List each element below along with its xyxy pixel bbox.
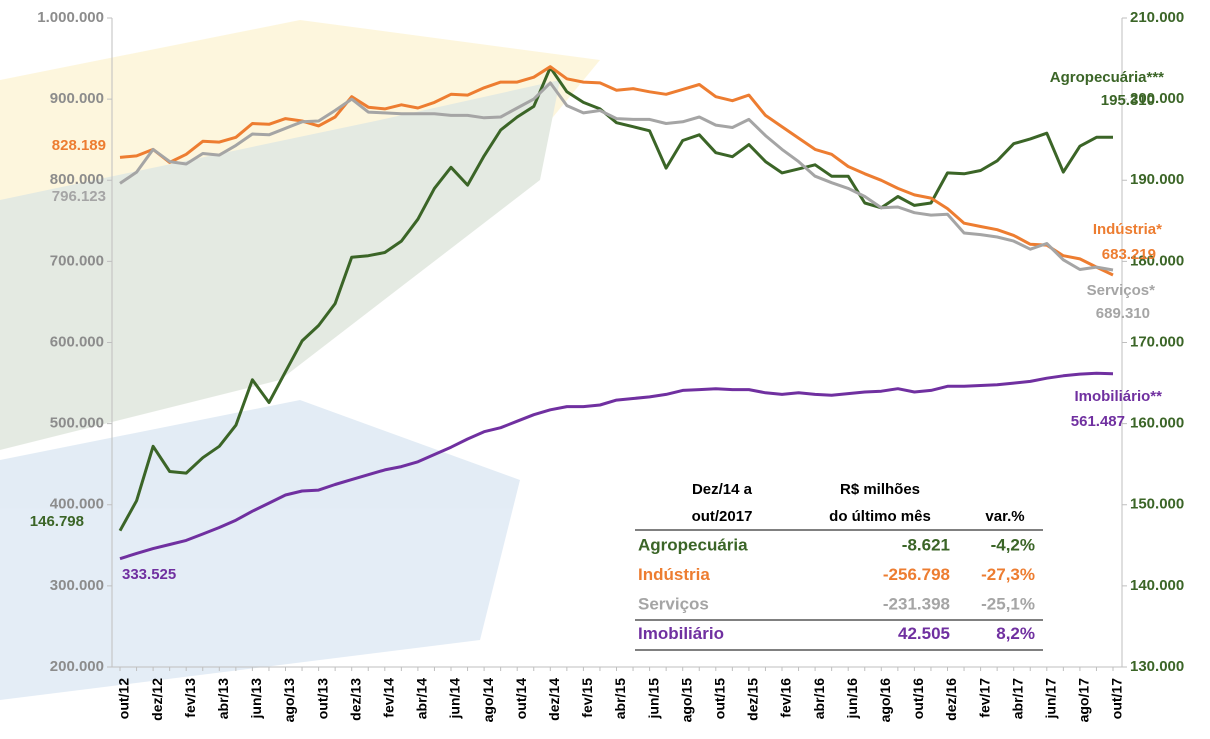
- table-cell: -8.621: [902, 535, 950, 554]
- x-tick-label: fev/17: [976, 678, 992, 718]
- series-line: [119, 65, 1114, 277]
- x-tick-label: out/12: [116, 678, 132, 719]
- y2-tick-label: 180.000: [1130, 252, 1184, 269]
- series-line: [118, 66, 1114, 532]
- value-label: 689.310: [1096, 305, 1150, 322]
- x-tick-label: jun/13: [248, 678, 264, 720]
- x-tick-label: abr/17: [1009, 678, 1025, 719]
- x-tick-label: fev/16: [778, 678, 794, 718]
- x-tick-label: ago/14: [480, 678, 496, 723]
- table-cell: Agropecuária: [638, 535, 748, 554]
- x-tick-label: dez/12: [149, 678, 165, 721]
- y2-tick-label: 160.000: [1130, 415, 1184, 432]
- y2-tick-label: 140.000: [1130, 577, 1184, 594]
- y-tick-label: 400.000: [50, 496, 104, 513]
- x-tick-label: abr/15: [612, 678, 628, 719]
- table-cell: -256.798: [883, 565, 950, 584]
- x-tick-label: out/17: [1109, 678, 1125, 719]
- x-tick-label: ago/17: [1076, 678, 1092, 723]
- value-label: 683.219: [1102, 246, 1156, 263]
- y-tick-label: 700.000: [50, 252, 104, 269]
- series-line: [119, 81, 1114, 272]
- table-header: R$ milhões: [840, 481, 920, 498]
- x-tick-label: fev/13: [182, 678, 198, 718]
- value-label: 195.310: [1101, 92, 1155, 109]
- x-tick-label: abr/13: [215, 678, 231, 719]
- table-cell: 8,2%: [996, 624, 1035, 643]
- x-tick-label: dez/14: [546, 678, 562, 721]
- x-tick-label: abr/14: [414, 678, 430, 719]
- x-tick-label: out/13: [314, 678, 330, 719]
- y2-tick-label: 200.000: [1130, 90, 1184, 107]
- y-tick-label: 500.000: [50, 415, 104, 432]
- table-header: do último mês: [829, 508, 931, 525]
- x-tick-label: ago/13: [281, 678, 297, 723]
- table-header: var.%: [985, 508, 1024, 525]
- value-label: 146.798: [30, 513, 84, 530]
- background-arrows: [0, 20, 600, 700]
- y2-tick-label: 190.000: [1130, 171, 1184, 188]
- y2-tick-label: 150.000: [1130, 496, 1184, 513]
- value-label: 561.487: [1071, 413, 1125, 430]
- table-cell: Serviços: [638, 594, 709, 613]
- value-label: 796.123: [52, 188, 106, 205]
- table-header: out/2017: [692, 508, 753, 525]
- x-tick-label: out/16: [910, 678, 926, 719]
- y-tick-label: 200.000: [50, 658, 104, 675]
- table-cell: -4,2%: [991, 535, 1035, 554]
- y2-tick-label: 170.000: [1130, 333, 1184, 350]
- x-tick-label: jun/15: [645, 678, 661, 720]
- table-cell: -25,1%: [981, 594, 1035, 613]
- y2-tick-label: 130.000: [1130, 658, 1184, 675]
- x-tick-label: fev/14: [381, 678, 397, 718]
- x-tick-label: jun/14: [447, 678, 463, 720]
- x-tick-label: jun/17: [1043, 678, 1059, 720]
- table-cell: Indústria: [638, 565, 710, 584]
- table-cell: 42.505: [898, 624, 950, 643]
- table-cell: -27,3%: [981, 565, 1035, 584]
- y-tick-label: 1.000.000: [37, 9, 104, 26]
- y-tick-label: 600.000: [50, 333, 104, 350]
- x-tick-label: jun/16: [844, 678, 860, 720]
- series-label: Agropecuária***: [1050, 69, 1164, 86]
- x-tick-label: dez/15: [745, 678, 761, 721]
- arrow-shape: [0, 400, 520, 700]
- value-label: 828.189: [52, 137, 106, 154]
- arrow-shape: [0, 20, 600, 330]
- table-cell: Imobiliário: [638, 624, 724, 643]
- y-tick-label: 800.000: [50, 171, 104, 188]
- table-header: Dez/14 a: [692, 481, 753, 498]
- y-tick-label: 900.000: [50, 90, 104, 107]
- x-tick-label: ago/16: [877, 678, 893, 723]
- y2-tick-label: 210.000: [1130, 9, 1184, 26]
- x-tick-label: out/15: [712, 678, 728, 719]
- x-tick-label: fev/15: [579, 678, 595, 718]
- table-cell: -231.398: [883, 594, 950, 613]
- y-tick-label: 300.000: [50, 577, 104, 594]
- value-label: 333.525: [122, 566, 176, 583]
- series-line: [119, 371, 1114, 561]
- series-label: Imobiliário**: [1074, 388, 1162, 405]
- x-tick-label: ago/15: [678, 678, 694, 723]
- x-tick-label: dez/16: [943, 678, 959, 721]
- series-label: Serviços*: [1087, 282, 1156, 299]
- x-tick-label: abr/16: [811, 678, 827, 719]
- series-label: Indústria*: [1093, 221, 1162, 238]
- x-tick-label: dez/13: [347, 678, 363, 721]
- x-tick-label: out/14: [513, 678, 529, 719]
- arrow-shape: [0, 80, 560, 450]
